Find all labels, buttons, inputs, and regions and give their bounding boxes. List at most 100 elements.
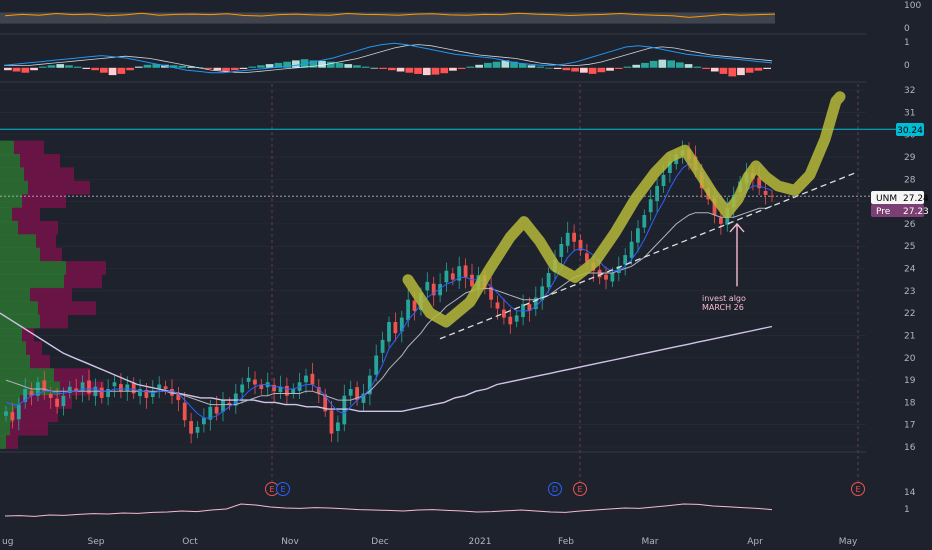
- macd-histogram-bar: [649, 60, 658, 68]
- candle-body: [23, 389, 27, 402]
- candle-body: [74, 388, 79, 392]
- macd-histogram-bar: [449, 67, 457, 71]
- candle-body: [99, 387, 104, 398]
- macd-histogram-bar: [553, 67, 562, 69]
- macd-histogram-bar: [571, 67, 579, 72]
- macd-histogram-bar: [510, 61, 518, 68]
- candle-body: [87, 380, 91, 394]
- macd-histogram-bar: [536, 66, 545, 68]
- macd-histogram-bar: [606, 67, 614, 71]
- candle-body: [106, 389, 110, 397]
- macd-histogram-bar: [710, 67, 719, 72]
- volume-profile-down-bar: [38, 301, 96, 316]
- macd-histogram-bar: [396, 67, 405, 72]
- candle-body: [278, 386, 283, 393]
- macd-histogram-bar: [527, 65, 536, 68]
- macd-histogram-bar: [65, 65, 73, 68]
- annotation-invest-algo: invest algo: [702, 294, 746, 303]
- premarket-price-tag: Pre 27.23: [871, 204, 929, 217]
- macd-histogram-bar: [719, 67, 728, 74]
- volume-profile-up-bar: [0, 287, 30, 302]
- macd-line: [3, 42, 773, 74]
- candle-body: [450, 273, 455, 280]
- volume-profile-up-bar: [0, 194, 22, 208]
- volume-profile-down-bar: [40, 247, 62, 262]
- annotation-group: invest algo MARCH 26: [702, 294, 746, 312]
- volume-profile-up-bar: [0, 261, 66, 275]
- macd-histogram-bar: [213, 67, 222, 71]
- macd-histogram-bar: [230, 67, 239, 71]
- candle-body: [131, 382, 136, 394]
- candle-body: [572, 232, 576, 242]
- volume-profile-up-bar: [0, 314, 40, 329]
- candle-body: [246, 377, 251, 382]
- candle-body: [585, 253, 589, 262]
- candle-body: [208, 406, 213, 420]
- macd-histogram-bar: [274, 62, 283, 68]
- candle-body: [112, 382, 117, 387]
- macd-histogram-bar: [117, 67, 126, 74]
- candle-body: [42, 380, 47, 392]
- candle-body: [642, 215, 647, 228]
- candle-body: [712, 197, 717, 215]
- x-axis-label: ug: [2, 537, 13, 547]
- premarket-value: 27.23: [903, 207, 929, 217]
- candle-body: [763, 190, 768, 195]
- candle-body: [29, 390, 34, 396]
- macd-histogram-bar: [152, 64, 161, 68]
- candle-body: [374, 355, 379, 375]
- bottom-axis-tick: 1: [904, 505, 910, 515]
- candle-body: [221, 400, 225, 412]
- x-axis-label: Mar: [642, 537, 659, 547]
- resistance-price-tag: 30.24: [896, 123, 924, 136]
- candle-body: [316, 387, 321, 394]
- candle-body: [240, 384, 245, 393]
- candle-body: [438, 284, 442, 296]
- macd-histogram-bar: [484, 62, 492, 68]
- macd-histogram-bar: [361, 66, 370, 68]
- macd-histogram-bar: [4, 67, 12, 71]
- candle-body: [67, 386, 72, 393]
- candle-body: [457, 266, 462, 281]
- candle-body: [412, 300, 417, 311]
- macd-histogram-bar: [335, 62, 344, 68]
- price-tick-label: 29: [904, 153, 916, 163]
- macd-histogram-bar: [693, 66, 702, 68]
- volume-profile-up-bar: [0, 301, 38, 316]
- candle-body: [189, 421, 193, 434]
- macd-histogram-bar: [204, 67, 213, 69]
- macd-histogram-bar: [187, 66, 195, 68]
- macd-histogram-bar: [239, 67, 248, 69]
- candle-body: [527, 304, 532, 311]
- price-tick-label: 18: [904, 398, 916, 408]
- macd-histogram-bar: [754, 67, 763, 71]
- rsi-line: [4, 12, 776, 18]
- candle-body: [604, 274, 608, 280]
- price-tick-label: 16: [904, 443, 916, 453]
- macd-histogram-bar: [143, 64, 152, 68]
- macd-histogram-bar: [440, 67, 449, 74]
- macd-histogram-bar: [580, 67, 588, 73]
- candle-body: [636, 228, 640, 243]
- rsi-panel: 100 0: [0, 1, 921, 35]
- candle-body: [495, 302, 500, 309]
- macd-histogram-bar: [178, 65, 187, 68]
- volume-profile-up-bar: [0, 154, 20, 168]
- candle-body: [285, 385, 289, 396]
- macd-histogram-bar: [518, 63, 527, 68]
- macd-histogram-bar: [737, 67, 745, 76]
- volume-profile-up-bar: [0, 220, 18, 235]
- candle-body: [329, 410, 334, 434]
- volume-profile-up-bar: [0, 435, 6, 449]
- event-marker-label: E: [280, 485, 285, 494]
- candle-body: [304, 375, 308, 383]
- candle-body: [48, 393, 53, 398]
- volume-profile-down-bar: [66, 261, 106, 275]
- macd-histogram-bar: [614, 67, 623, 69]
- price-tick-label: 24: [904, 265, 916, 275]
- ma-slow-line: [0, 312, 773, 412]
- macd-histogram-bar: [108, 67, 117, 76]
- candle-body: [623, 255, 628, 265]
- volume-profile-down-bar: [26, 341, 42, 356]
- candle-body: [629, 241, 634, 258]
